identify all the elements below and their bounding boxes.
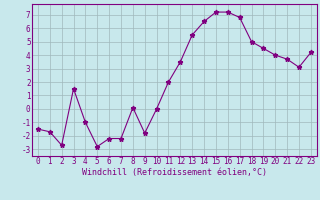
X-axis label: Windchill (Refroidissement éolien,°C): Windchill (Refroidissement éolien,°C)	[82, 168, 267, 177]
